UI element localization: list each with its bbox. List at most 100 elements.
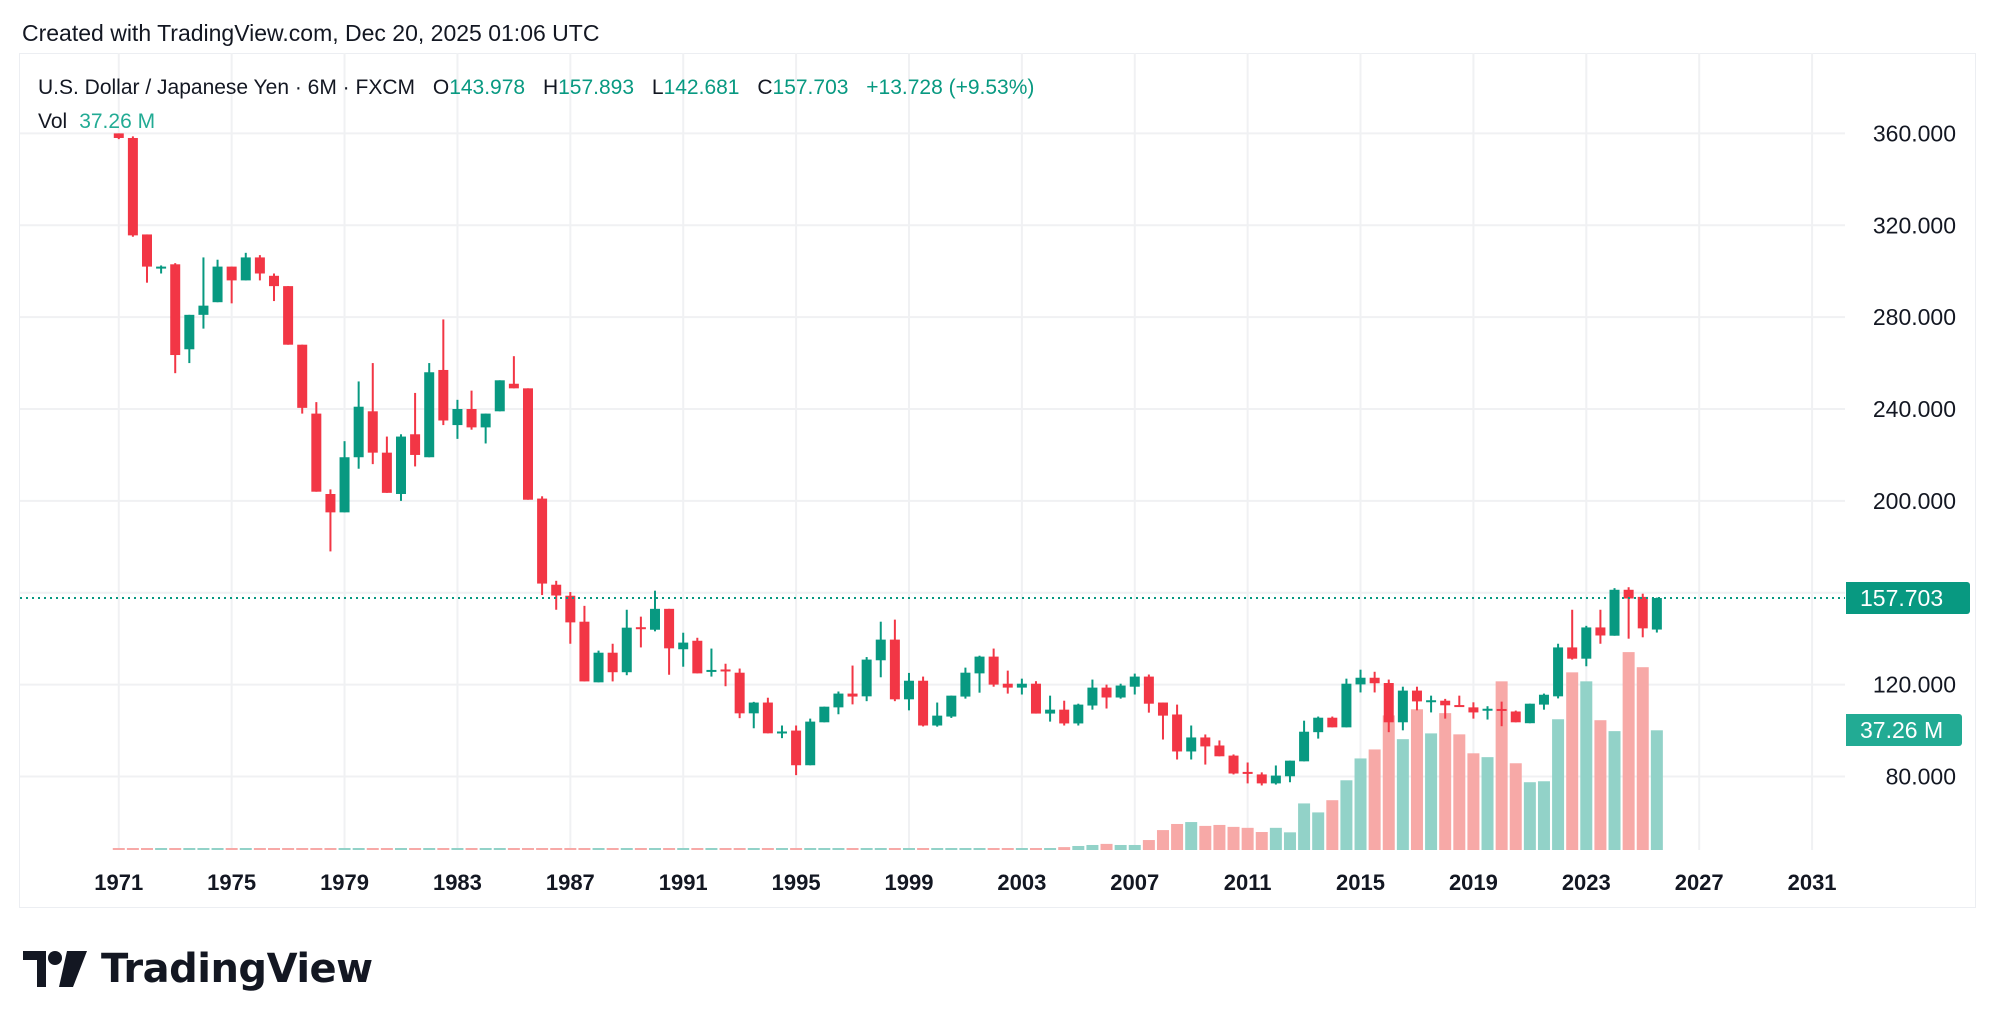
candle[interactable] — [212, 259, 223, 303]
candle[interactable] — [1369, 671, 1380, 693]
candle[interactable] — [1172, 704, 1183, 760]
candle[interactable] — [1383, 679, 1394, 733]
candle[interactable] — [1045, 695, 1056, 722]
candle[interactable] — [1299, 720, 1310, 762]
candle[interactable] — [833, 691, 844, 715]
tradingview-logo[interactable]: TradingView — [23, 946, 373, 992]
candle[interactable] — [960, 667, 971, 699]
candle[interactable] — [156, 265, 167, 274]
candle[interactable] — [918, 676, 929, 727]
candle[interactable] — [127, 136, 138, 237]
candle[interactable] — [1553, 643, 1564, 699]
candle[interactable] — [480, 413, 491, 444]
candle[interactable] — [678, 632, 689, 667]
candle[interactable] — [1200, 734, 1211, 765]
candle[interactable] — [1327, 716, 1338, 728]
candle[interactable] — [297, 344, 308, 414]
candle[interactable] — [706, 648, 717, 677]
candle[interactable] — [748, 701, 759, 729]
candle[interactable] — [325, 489, 336, 552]
candle[interactable] — [184, 314, 195, 364]
candle[interactable] — [847, 665, 858, 705]
candle[interactable] — [452, 399, 463, 439]
candle[interactable] — [791, 725, 802, 776]
candle[interactable] — [381, 436, 392, 493]
candle[interactable] — [537, 496, 548, 596]
candle[interactable] — [932, 702, 943, 727]
candle[interactable] — [762, 697, 773, 734]
candle[interactable] — [1567, 609, 1578, 660]
candle[interactable] — [466, 390, 477, 430]
candle[interactable] — [508, 356, 519, 389]
candle[interactable] — [1129, 673, 1140, 695]
candle[interactable] — [1002, 670, 1013, 694]
candle[interactable] — [551, 580, 562, 610]
candle[interactable] — [1016, 678, 1027, 695]
candle[interactable] — [240, 252, 251, 281]
candle[interactable] — [1228, 754, 1239, 775]
candle[interactable] — [198, 257, 209, 329]
candle[interactable] — [1440, 698, 1451, 719]
candle[interactable] — [579, 605, 590, 682]
candle[interactable] — [1482, 706, 1493, 720]
candle[interactable] — [226, 266, 237, 304]
candle[interactable] — [268, 273, 279, 302]
candle[interactable] — [664, 608, 675, 675]
candle[interactable] — [1186, 725, 1197, 760]
candle[interactable] — [1426, 695, 1437, 713]
candle[interactable] — [1270, 765, 1281, 785]
candle[interactable] — [1468, 702, 1479, 719]
candle[interactable] — [946, 695, 957, 718]
candle[interactable] — [635, 616, 646, 648]
candle[interactable] — [1595, 609, 1606, 644]
candle[interactable] — [776, 725, 787, 739]
candle[interactable] — [438, 319, 449, 426]
candle[interactable] — [1411, 686, 1422, 711]
candle[interactable] — [1397, 686, 1408, 731]
candle[interactable] — [395, 434, 406, 501]
candle[interactable] — [494, 380, 505, 412]
candle[interactable] — [1059, 700, 1070, 726]
candle[interactable] — [861, 657, 872, 702]
candle[interactable] — [1609, 588, 1620, 636]
candle[interactable] — [1087, 679, 1098, 710]
candle[interactable] — [424, 363, 435, 458]
candle[interactable] — [889, 619, 900, 702]
candle[interactable] — [522, 388, 533, 500]
candle[interactable] — [1256, 772, 1267, 786]
candle[interactable] — [1341, 678, 1352, 728]
candle[interactable] — [1157, 702, 1168, 740]
candle[interactable] — [113, 133, 124, 140]
candle[interactable] — [1355, 669, 1366, 693]
candle[interactable] — [353, 381, 364, 469]
candle[interactable] — [1143, 674, 1154, 713]
candle[interactable] — [903, 672, 914, 711]
candle[interactable] — [875, 621, 886, 678]
candle[interactable] — [1581, 625, 1592, 667]
candle[interactable] — [1101, 684, 1112, 709]
candle[interactable] — [565, 592, 576, 644]
candle[interactable] — [311, 402, 322, 492]
candle[interactable] — [593, 650, 604, 683]
candle[interactable] — [339, 441, 350, 513]
candle[interactable] — [1496, 701, 1507, 727]
candle[interactable] — [1073, 703, 1084, 726]
candle[interactable] — [1538, 693, 1549, 710]
candle[interactable] — [1454, 695, 1465, 708]
candle[interactable] — [805, 718, 816, 766]
candle[interactable] — [607, 643, 618, 682]
candle[interactable] — [254, 255, 265, 281]
candle[interactable] — [988, 648, 999, 687]
candle[interactable] — [1651, 597, 1662, 633]
candle[interactable] — [1214, 740, 1225, 757]
candle[interactable] — [1313, 716, 1324, 739]
symbol-title[interactable]: U.S. Dollar / Japanese Yen · 6M · FXCM — [38, 76, 415, 99]
candle[interactable] — [1623, 587, 1634, 639]
candle[interactable] — [1115, 683, 1126, 699]
candle[interactable] — [367, 363, 378, 465]
candle[interactable] — [1510, 710, 1521, 723]
candle[interactable] — [1637, 593, 1648, 638]
candle[interactable] — [720, 663, 731, 687]
candle[interactable] — [141, 234, 152, 283]
